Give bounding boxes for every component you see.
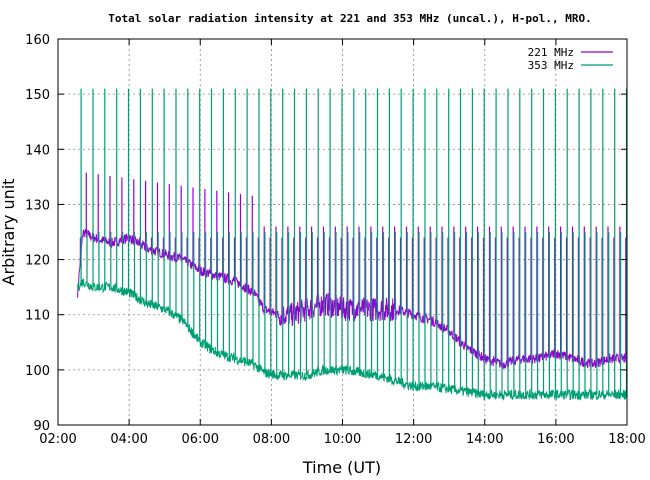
x-tick-label: 16:00 [537, 432, 574, 447]
y-tick-label: 90 [33, 419, 50, 434]
y-axis-label: Arbitrary unit [0, 179, 18, 286]
x-tick-label: 18:00 [608, 432, 645, 447]
chart-title: Total solar radiation intensity at 221 a… [108, 12, 591, 25]
series-line [77, 228, 628, 369]
x-tick-label: 02:00 [39, 432, 76, 447]
x-tick-label: 12:00 [395, 432, 432, 447]
series-layer [77, 88, 628, 401]
x-tick-label: 14:00 [466, 432, 503, 447]
x-axis: 02:00 04:00 06:00 08:00 10:00 12:00 14:00 16:00… [39, 39, 646, 447]
legend-label: 221 MHz [528, 46, 574, 59]
x-tick-label: 08:00 [253, 432, 290, 447]
y-tick-label: 160 [25, 33, 50, 48]
y-tick-label: 100 [25, 364, 50, 379]
series-line [77, 278, 628, 401]
series-221-mhz [77, 172, 628, 369]
y-tick-label: 110 [25, 309, 50, 324]
x-tick-label: 04:00 [110, 432, 147, 447]
y-axis: 90 100 110 120 130 140 150 160 [25, 33, 627, 434]
y-tick-label: 120 [25, 254, 50, 269]
series-353-mhz [77, 88, 628, 401]
x-tick-label: 06:00 [182, 432, 219, 447]
y-tick-label: 150 [25, 88, 50, 103]
x-axis-label: Time (UT) [302, 458, 381, 477]
x-tick-label: 10:00 [324, 432, 361, 447]
legend-label: 353 MHz [528, 59, 574, 72]
y-tick-label: 130 [25, 198, 50, 213]
y-tick-label: 140 [25, 143, 50, 158]
